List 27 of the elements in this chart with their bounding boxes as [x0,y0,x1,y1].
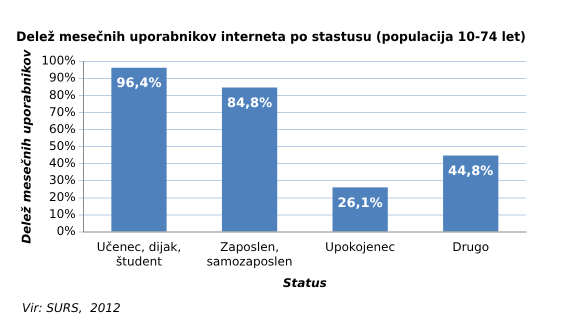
y-tick-label: 80% [49,88,76,102]
y-tick-label: 0% [56,224,76,238]
chart-title: Delež mesečnih uporabnikov interneta po stastusu (populacija 10-74 let) [16,28,526,44]
x-tick-label: Učenec, dijak, študent [96,240,182,269]
bar [332,187,388,232]
y-tick-label: 90% [49,70,76,85]
y-tick-label: 20% [49,190,76,204]
y-axis-title: Delež mesečnih uporabnikov [19,48,34,244]
y-tick-label: 100% [41,54,76,68]
y-tick-label: 40% [49,156,76,170]
bar [222,87,278,232]
data-label: 96,4% [116,76,162,92]
y-tick-label: 70% [49,104,76,119]
y-tick-label: 30% [49,172,76,187]
x-tick-label: Zaposlen, samozaposlen [206,240,292,269]
data-label: 84,8% [227,96,272,111]
y-tick-label: 10% [49,206,76,221]
data-label: 26,1% [338,196,383,211]
y-tick-label: 50% [49,138,76,153]
x-tick-label: Upokojenec [325,240,396,254]
y-tick-label: 60% [49,122,76,136]
x-axis-title: Status [282,276,327,290]
data-label: 44,8% [448,164,494,179]
bar [443,156,498,232]
x-tick-label: Drugo [452,240,490,254]
bar [111,68,167,232]
text: Vir: SURS, 2012 [22,301,121,316]
